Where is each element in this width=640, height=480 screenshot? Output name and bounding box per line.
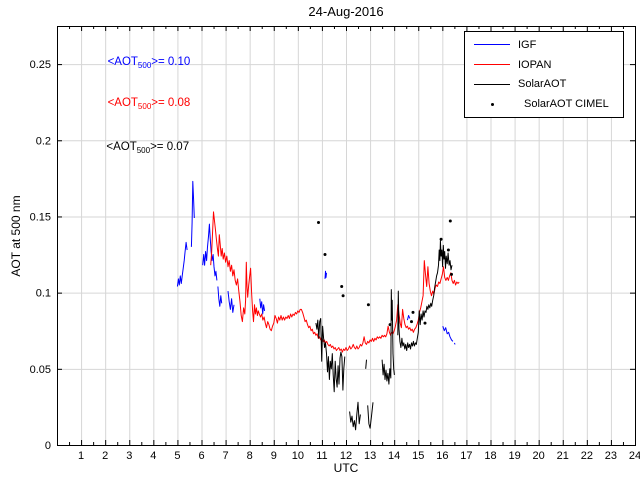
legend-label: IGF (518, 38, 537, 51)
legend-label: SolarAOT CIMEL (524, 98, 609, 111)
cimel-point (323, 253, 327, 256)
annotation-subscript: 500 (137, 60, 152, 70)
cimel-point (448, 219, 452, 223)
axes-box (57, 26, 636, 446)
x-tick-label: 1 (78, 450, 84, 462)
cimel-point (423, 321, 427, 325)
x-tick-label: 9 (271, 450, 277, 462)
y-tick-label: 0.2 (36, 135, 51, 147)
annotation-subscript: 500 (137, 101, 152, 111)
x-tick-label: 21 (557, 450, 569, 462)
legend-item-iopan: IOPAN (465, 55, 623, 74)
y-tick-label: 0 (45, 440, 51, 452)
cimel-point (340, 285, 344, 288)
x-tick-label: 16 (436, 450, 448, 462)
legend: IGF IOPAN SolarAOT SolarAOT CIMEL (464, 31, 624, 118)
annotation-aot-mean-solaraot: <AOT500>= 0.07 (106, 141, 189, 155)
cimel-point (450, 272, 453, 276)
y-tick-label: 0.05 (30, 364, 51, 376)
annotation-suffix: >= 0.08 (151, 96, 191, 109)
annotation-subscript: 500 (136, 145, 151, 155)
legend-item-solaraot-cimel: SolarAOT CIMEL (465, 95, 623, 114)
series-solaraot (315, 240, 453, 431)
x-tick-label: 14 (388, 450, 400, 462)
x-tick-label: 13 (364, 450, 376, 462)
annotation-prefix: <AOT (107, 96, 138, 109)
tick-labels: 1 2 3 4 5 6 7 8 9 10 11 12 13 14 15 16 17 18 19 20 21 22 23 240… (30, 59, 640, 462)
annotation-aot-mean-iopan: <AOT500>= 0.08 (108, 97, 191, 111)
annotation-prefix: <AOT (107, 55, 138, 68)
cimel-point (317, 221, 320, 224)
legend-line-marker (474, 83, 510, 85)
x-tick-label: 6 (198, 450, 204, 462)
x-tick-label: 17 (460, 450, 472, 462)
legend-item-solaraot: SolarAOT (465, 75, 623, 94)
annotation-suffix: >= 0.07 (150, 140, 190, 153)
x-tick-label: 5 (174, 450, 180, 462)
chart-title: 24-Aug-2016 (308, 4, 384, 19)
x-tick-label: 12 (340, 450, 352, 462)
legend-line-marker (474, 44, 510, 46)
y-tick-label: 0.15 (30, 211, 51, 223)
x-tick-label: 4 (150, 450, 156, 462)
cimel-point (366, 303, 370, 307)
x-tick-label: 15 (412, 450, 424, 462)
x-tick-label: 19 (508, 450, 520, 462)
x-tick-label: 8 (247, 450, 253, 462)
cimel-point (411, 310, 415, 314)
x-tick-label: 10 (292, 450, 304, 462)
legend-label: SolarAOT (518, 78, 567, 91)
legend-line-marker (474, 64, 510, 66)
legend-dot-marker (474, 102, 510, 106)
series-solaraot-cimel (317, 219, 453, 327)
cimel-point (410, 320, 413, 324)
x-axis-label: UTC (333, 461, 359, 475)
legend-label: IOPAN (518, 58, 552, 71)
annotation-suffix: >= 0.10 (151, 55, 191, 68)
x-tick-label: 23 (605, 450, 617, 462)
legend-item-igf: IGF (465, 35, 623, 54)
x-tick-label: 20 (533, 450, 545, 462)
cimel-point (439, 237, 443, 241)
annotation-aot-mean-igf: <AOT500>= 0.10 (108, 56, 191, 70)
x-tick-label: 24 (629, 450, 640, 462)
y-axis-label: AOT at 500 nm (9, 195, 23, 277)
cimel-point (388, 323, 392, 327)
x-tick-label: 7 (223, 450, 229, 462)
x-tick-label: 11 (316, 450, 327, 462)
x-tick-label: 3 (126, 450, 132, 462)
x-tick-label: 18 (484, 450, 496, 462)
series-iopan (210, 211, 460, 353)
cimel-point (341, 294, 345, 298)
cimel-point (446, 248, 450, 252)
grid-lines (57, 26, 635, 445)
y-tick-label: 0.25 (30, 59, 51, 71)
series-igf (176, 180, 456, 345)
annotation-prefix: <AOT (106, 140, 137, 153)
x-tick-label: 22 (581, 450, 593, 462)
x-tick-label: 2 (102, 450, 108, 462)
y-tick-label: 0.1 (36, 288, 51, 300)
